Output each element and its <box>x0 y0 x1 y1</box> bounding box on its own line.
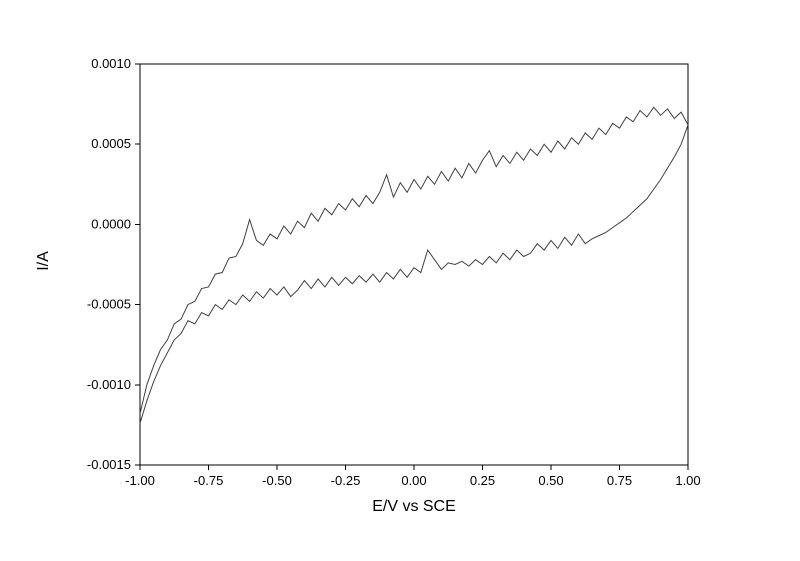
x-tick-label: 0.75 <box>607 473 632 488</box>
x-tick-label: 0.00 <box>401 473 426 488</box>
x-tick-label: 0.50 <box>538 473 563 488</box>
y-tick-label: -0.0010 <box>87 377 131 392</box>
series-reverse-scan <box>139 124 689 424</box>
x-tick-label: -1.00 <box>125 473 155 488</box>
y-tick-label: -0.0005 <box>87 297 131 312</box>
x-axis-label: E/V vs SCE <box>372 498 456 515</box>
y-tick-label: 0.0000 <box>91 216 131 231</box>
x-tick-label: 1.00 <box>675 473 700 488</box>
plot-frame <box>139 63 689 466</box>
y-tick-label: 0.0010 <box>91 56 131 71</box>
x-tick-label: -0.50 <box>262 473 292 488</box>
x-tick-label: 0.25 <box>470 473 495 488</box>
series-forward-scan <box>139 106 689 414</box>
x-tick-label: -0.25 <box>331 473 361 488</box>
y-tick-label: 0.0005 <box>91 136 131 151</box>
x-tick-label: -0.75 <box>194 473 224 488</box>
y-tick-label: -0.0015 <box>87 457 131 472</box>
y-axis-label: I/A <box>35 251 52 271</box>
